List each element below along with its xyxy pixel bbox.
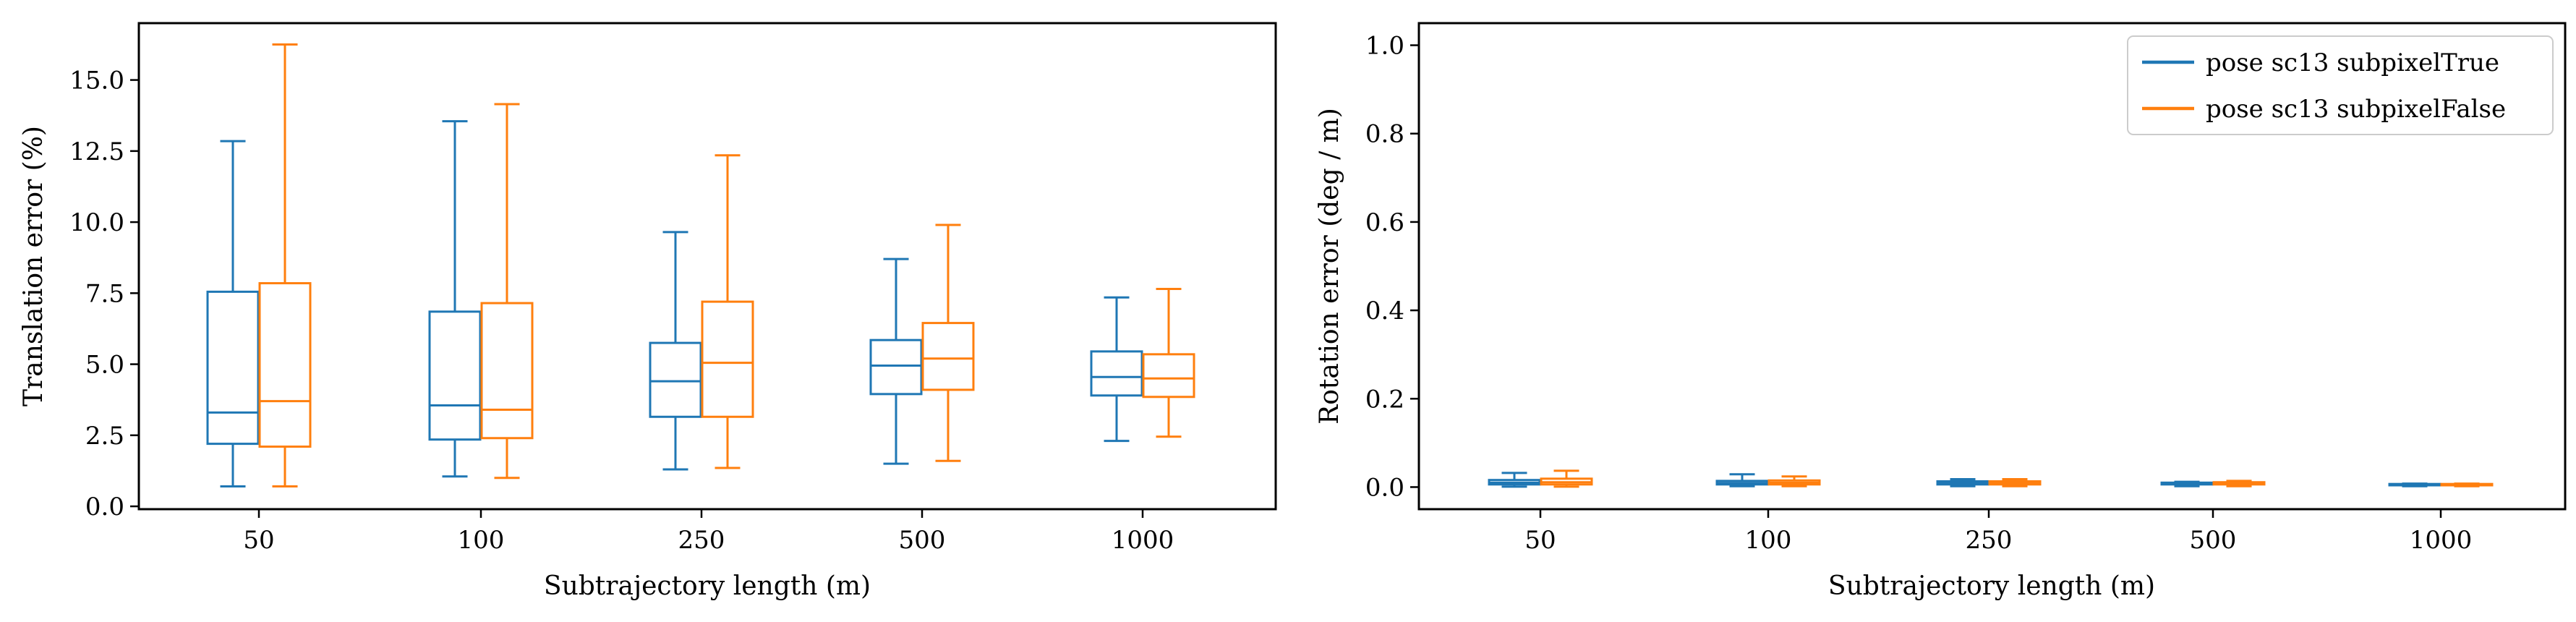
translation-y-tick-label: 10.0 <box>69 208 124 237</box>
legend: pose sc13 subpixelTrue pose sc13 subpixe… <box>2127 35 2554 135</box>
interquartile-box <box>701 300 754 418</box>
rotation-boxes <box>1488 469 2494 488</box>
rotation-x-axis-label: Subtrajectory length (m) <box>1828 571 2155 601</box>
translation-plot-frame <box>137 22 1277 511</box>
rotation-x-tick-label: 250 <box>1966 526 2013 555</box>
rotation-y-axis-label: Rotation error (deg / m) <box>1315 108 1344 425</box>
rotation-y-tick-label: 0.2 <box>1365 385 1404 414</box>
translation-y-tick-label: 7.5 <box>85 279 124 308</box>
interquartile-box <box>1090 350 1143 397</box>
rotation-box-subpixel-false <box>1767 475 1821 487</box>
interquartile-box <box>1142 353 1195 399</box>
translation-box-subpixel-false <box>480 103 534 480</box>
rotation-box-subpixel-true <box>1715 473 1769 487</box>
rotation-box-subpixel-false <box>2212 480 2266 487</box>
interquartile-box <box>206 290 260 446</box>
translation-box-subpixel-false <box>701 154 754 469</box>
translation-y-tick-label: 2.5 <box>85 422 124 451</box>
rotation-y-ticks: 0.0 0.2 0.4 0.6 0.8 1.0 <box>1365 32 1419 502</box>
interquartile-box <box>258 282 312 448</box>
rotation-y-tick-label: 1.0 <box>1365 32 1404 61</box>
interquartile-box <box>869 338 923 396</box>
translation-box-subpixel-true <box>649 231 702 471</box>
translation-box-subpixel-true <box>869 257 923 465</box>
translation-y-tick-label: 12.5 <box>69 137 124 166</box>
legend-box <box>2127 35 2554 135</box>
translation-x-tick-label: 500 <box>899 526 946 555</box>
translation-box-subpixel-false <box>258 43 312 488</box>
rotation-error-panel: 0.0 0.2 0.4 0.6 0.8 1.0 50 100 250 500 1000 Subtr… <box>1315 22 2567 601</box>
rotation-y-tick-label: 0.0 <box>1365 473 1404 502</box>
rotation-box-subpixel-false <box>1988 477 2042 487</box>
interquartile-box <box>921 322 975 391</box>
rotation-x-tick-label: 50 <box>1524 526 1556 555</box>
translation-y-tick-label: 0.0 <box>85 493 124 521</box>
translation-y-axis-label: Translation error (%) <box>19 126 48 406</box>
rotation-y-tick-label: 0.4 <box>1365 297 1404 325</box>
translation-box-subpixel-true <box>206 140 260 488</box>
rotation-x-tick-label: 500 <box>2190 526 2237 555</box>
rotation-box-subpixel-false <box>1540 469 1593 488</box>
translation-box-subpixel-true <box>1090 296 1143 443</box>
rotation-x-ticks: 50 100 250 500 1000 <box>1524 509 2472 555</box>
translation-error-panel: 0.0 2.5 5.0 7.5 10.0 12.5 15.0 50 100 250 500 1000… <box>19 22 1277 601</box>
rotation-box-subpixel-true <box>2388 482 2441 487</box>
translation-y-tick-label: 5.0 <box>85 351 124 380</box>
translation-x-tick-label: 250 <box>678 526 725 555</box>
interquartile-box <box>428 310 482 441</box>
interquartile-box <box>649 341 702 418</box>
translation-x-tick-label: 100 <box>458 526 505 555</box>
rotation-box-subpixel-true <box>1936 477 1989 487</box>
rotation-x-tick-label: 100 <box>1745 526 1792 555</box>
translation-x-tick-label: 50 <box>243 526 274 555</box>
translation-y-ticks: 0.0 2.5 5.0 7.5 10.0 12.5 15.0 <box>69 67 139 521</box>
rotation-box-subpixel-true <box>1488 472 1541 488</box>
translation-y-tick-label: 15.0 <box>69 67 124 95</box>
rotation-box-subpixel-false <box>2440 482 2494 487</box>
interquartile-box <box>480 302 534 440</box>
translation-x-tick-label: 1000 <box>1112 526 1174 555</box>
rotation-x-tick-label: 1000 <box>2410 526 2473 555</box>
translation-x-ticks: 50 100 250 500 1000 <box>243 509 1174 555</box>
rotation-y-tick-label: 0.8 <box>1365 120 1404 149</box>
translation-box-subpixel-false <box>921 223 975 462</box>
translation-x-axis-label: Subtrajectory length (m) <box>544 571 871 601</box>
rotation-box-subpixel-true <box>2160 480 2214 487</box>
rotation-plot-frame <box>1417 22 2567 511</box>
legend-label-subpixel-false: pose sc13 subpixelFalse <box>2206 95 2506 124</box>
translation-boxes <box>206 43 1195 488</box>
translation-box-subpixel-false <box>1142 287 1195 438</box>
translation-box-subpixel-true <box>428 120 482 478</box>
legend-label-subpixel-true: pose sc13 subpixelTrue <box>2206 48 2499 77</box>
rotation-y-tick-label: 0.6 <box>1365 208 1404 237</box>
